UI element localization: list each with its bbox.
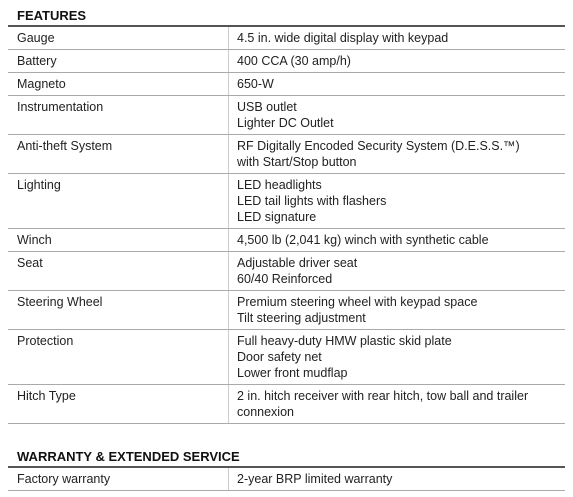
row-label: Seat (8, 251, 229, 291)
row-label: Instrumentation (8, 95, 229, 135)
value-line: Lighter DC Outlet (237, 116, 334, 130)
spec-row: Anti-theft System RF Digitally Encoded Se… (8, 134, 565, 174)
value-line: RF Digitally Encoded Security System (D.… (237, 139, 520, 153)
row-value: 2-year BRP limited warranty (228, 468, 565, 491)
spec-row: Magneto 650-W (8, 72, 565, 96)
spec-row: Gauge 4.5 in. wide digital display with k… (8, 27, 565, 50)
value-line: USB outlet (237, 100, 297, 114)
row-label: Gauge (8, 27, 229, 50)
value-line: 60/40 Reinforced (237, 272, 333, 286)
value-line: Adjustable driver seat (237, 256, 358, 270)
spec-row: Factory warranty 2-year BRP limited warra… (8, 468, 565, 491)
value-line: Door safety net (237, 350, 322, 364)
spec-row: Seat Adjustable driver seat 60/40 Reinforc… (8, 251, 565, 291)
row-label: Anti-theft System (8, 134, 229, 174)
row-label: Winch (8, 228, 229, 252)
spec-table: Factory warranty 2-year BRP limited warra… (8, 468, 565, 491)
spec-row: Battery 400 CCA (30 amp/h) (8, 49, 565, 73)
value-line: LED signature (237, 210, 317, 224)
value-line: 2-year BRP limited warranty (237, 472, 393, 486)
value-line: LED tail lights with flashers (237, 194, 387, 208)
value-line: 4,500 lb (2,041 kg) winch with synthetic… (237, 233, 489, 247)
value-line: LED headlights (237, 178, 322, 192)
row-value: 2 in. hitch receiver with rear hitch, to… (228, 384, 565, 424)
value-line: 2 in. hitch receiver with rear hitch, to… (237, 389, 529, 403)
row-value: RF Digitally Encoded Security System (D.… (228, 134, 565, 174)
section: FEATURES Gauge 4.5 in. wide digital displa… (8, 5, 565, 424)
row-value: Adjustable driver seat 60/40 Reinforced (228, 251, 565, 291)
row-value: LED headlights LED tail lights with flash… (228, 173, 565, 229)
spec-table: Gauge 4.5 in. wide digital display with k… (8, 27, 565, 424)
spec-row: Hitch Type 2 in. hitch receiver with rear… (8, 384, 565, 424)
row-value: Full heavy-duty HMW plastic skid plate Do… (228, 329, 565, 385)
value-line: Lower front mudflap (237, 366, 348, 380)
row-value: 650-W (228, 72, 565, 96)
row-label: Steering Wheel (8, 290, 229, 330)
value-line: Full heavy-duty HMW plastic skid plate (237, 334, 452, 348)
row-label: Factory warranty (8, 468, 229, 491)
value-line: Tilt steering adjustment (237, 311, 366, 325)
row-label: Lighting (8, 173, 229, 229)
row-label: Hitch Type (8, 384, 229, 424)
spec-row: Winch 4,500 lb (2,041 kg) winch with synt… (8, 228, 565, 252)
value-line: 650-W (237, 77, 274, 91)
row-label: Magneto (8, 72, 229, 96)
value-line: 400 CCA (30 amp/h) (237, 54, 351, 68)
row-label: Battery (8, 49, 229, 73)
row-value: 400 CCA (30 amp/h) (228, 49, 565, 73)
row-value: 4,500 lb (2,041 kg) winch with synthetic… (228, 228, 565, 252)
spec-row: Instrumentation USB outlet Lighter DC Outl… (8, 95, 565, 135)
row-label: Protection (8, 329, 229, 385)
value-line: connexion (237, 405, 294, 419)
row-value: USB outlet Lighter DC Outlet (228, 95, 565, 135)
value-line: Premium steering wheel with keypad space (237, 295, 478, 309)
row-value: 4.5 in. wide digital display with keypad (228, 27, 565, 50)
section-title: WARRANTY & EXTENDED SERVICE (8, 446, 565, 468)
spec-row: Steering Wheel Premium steering wheel wit… (8, 290, 565, 330)
value-line: 4.5 in. wide digital display with keypad (237, 31, 449, 45)
spec-row: Lighting LED headlights LED tail lights wi… (8, 173, 565, 229)
row-value: Premium steering wheel with keypad space… (228, 290, 565, 330)
value-line: with Start/Stop button (237, 155, 357, 169)
section: WARRANTY & EXTENDED SERVICE Factory warra… (8, 446, 565, 491)
spec-row: Protection Full heavy-duty HMW plastic sk… (8, 329, 565, 385)
section-title: FEATURES (8, 5, 565, 27)
